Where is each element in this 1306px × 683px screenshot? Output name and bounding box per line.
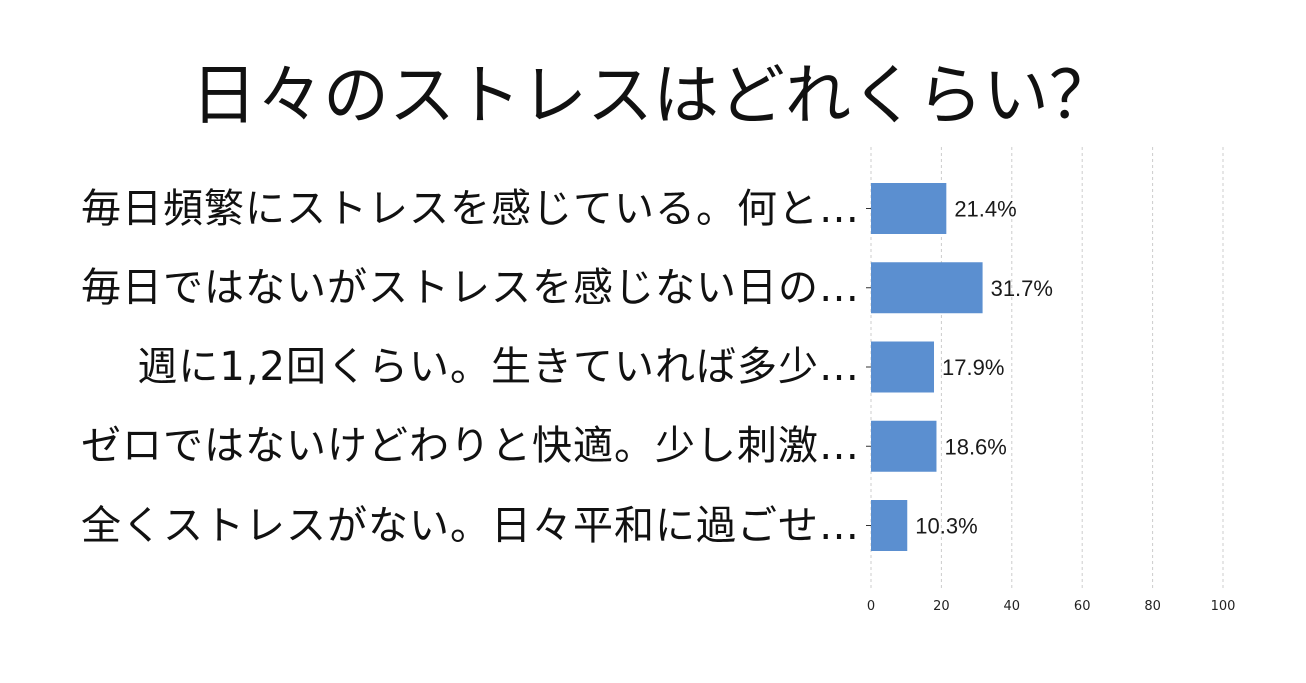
x-tick-label: 20 bbox=[933, 599, 950, 614]
data-label: 10.3% bbox=[915, 514, 977, 539]
category-label: 週に1,2回くらい。生きていれば多少… bbox=[137, 344, 860, 390]
category-label: 全くストレスがない。日々平和に過ごせ… bbox=[81, 502, 860, 549]
x-tick-label: 60 bbox=[1074, 599, 1091, 614]
x-tick-label: 80 bbox=[1144, 599, 1161, 614]
category-label: ゼロではないけどわりと快適。少し刺激… bbox=[81, 423, 860, 470]
data-label: 31.7% bbox=[991, 276, 1053, 301]
x-tick-label: 0 bbox=[867, 599, 875, 614]
data-label: 18.6% bbox=[944, 434, 1006, 459]
data-label: 17.9% bbox=[942, 355, 1004, 380]
x-tick-label: 40 bbox=[1004, 599, 1021, 614]
data-label: 21.4% bbox=[954, 197, 1016, 222]
bar bbox=[871, 500, 908, 551]
bar bbox=[871, 262, 983, 314]
bar bbox=[871, 183, 947, 234]
category-label: 毎日頻繁にストレスを感じている。何と… bbox=[81, 185, 860, 232]
category-label: 毎日ではないがストレスを感じない日の… bbox=[81, 264, 860, 311]
bar bbox=[871, 341, 935, 393]
chart-title: 日々のストレスはどれくらい？ bbox=[191, 57, 1115, 134]
bar bbox=[871, 420, 937, 472]
x-tick-label: 100 bbox=[1211, 599, 1236, 614]
